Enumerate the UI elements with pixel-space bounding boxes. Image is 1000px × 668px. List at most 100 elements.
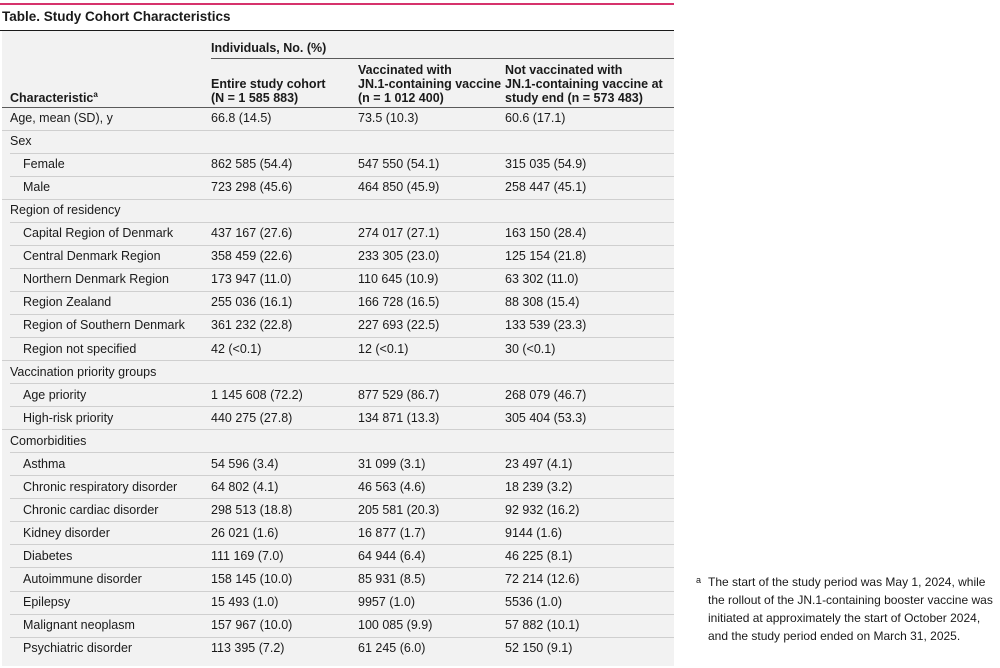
header-col2-line2: JN.1-containing vaccine bbox=[358, 77, 502, 91]
table-background bbox=[2, 31, 674, 666]
row-label: Region not specified bbox=[23, 341, 137, 356]
row-label: Autoimmune disorder bbox=[23, 572, 142, 586]
header-col2-line3: (n = 1 012 400) bbox=[358, 91, 444, 105]
cell-entire-cohort: 157 967 (10.0) bbox=[211, 618, 293, 633]
footnote: a The start of the study period was May … bbox=[696, 573, 996, 645]
row-label: Sex bbox=[10, 134, 32, 149]
row-label: Chronic cardiac disorder bbox=[23, 502, 159, 517]
cell-vaccinated: 31 099 (3.1) bbox=[358, 456, 426, 471]
cell-entire-cohort: 111 169 (7.0) bbox=[211, 548, 284, 563]
cell-vaccinated: 877 529 (86.7) bbox=[358, 387, 440, 402]
footnote-ref-mark: a bbox=[93, 90, 98, 99]
cell-vaccinated: 61 245 (6.0) bbox=[358, 641, 426, 656]
row-label: Female bbox=[23, 157, 65, 172]
cell-entire-cohort: 54 596 (3.4) bbox=[211, 456, 279, 471]
cell-not-vaccinated: 125 154 (21.8) bbox=[505, 249, 587, 264]
cell-not-vaccinated: 46 225 (8.1) bbox=[505, 548, 573, 563]
title-rule bbox=[0, 30, 674, 31]
cell-not-vaccinated: 60.6 (17.1) bbox=[505, 111, 566, 125]
cell-vaccinated: 233 305 (23.0) bbox=[358, 249, 440, 264]
row-label: Male bbox=[23, 180, 51, 195]
cell-entire-cohort: 1 145 608 (72.2) bbox=[211, 387, 303, 402]
cell-vaccinated: 464 850 (45.9) bbox=[358, 180, 440, 195]
accent-top-rule bbox=[0, 3, 674, 5]
cell-entire-cohort: 358 459 (22.6) bbox=[211, 249, 293, 264]
header-col1-line1: Entire study cohort bbox=[211, 77, 326, 91]
row-divider bbox=[10, 590, 674, 592]
row-divider bbox=[2, 129, 674, 131]
cell-vaccinated: 274 017 (27.1) bbox=[358, 226, 440, 241]
cell-not-vaccinated: 258 447 (45.1) bbox=[505, 180, 587, 195]
row-label: Region Zealand bbox=[23, 295, 112, 310]
row-label: Diabetes bbox=[23, 548, 73, 563]
cell-entire-cohort: 255 036 (16.1) bbox=[211, 295, 293, 310]
row-divider bbox=[10, 221, 674, 223]
row-label: Central Denmark Region bbox=[23, 249, 161, 264]
row-label: High-risk priority bbox=[23, 410, 114, 425]
header-characteristic-text: Characteristic bbox=[10, 91, 94, 105]
footnote-mark: a bbox=[696, 575, 702, 585]
row-divider bbox=[10, 175, 674, 177]
header-col2: Vaccinated with JN.1-containing vaccine … bbox=[358, 63, 501, 105]
row-label: Psychiatric disorder bbox=[23, 641, 133, 656]
row-label: Comorbidities bbox=[10, 433, 87, 448]
row-divider bbox=[10, 498, 674, 500]
cell-not-vaccinated: 23 497 (4.1) bbox=[505, 456, 573, 471]
cell-not-vaccinated: 133 539 (23.3) bbox=[505, 318, 587, 333]
cell-not-vaccinated: 57 882 (10.1) bbox=[505, 618, 580, 633]
cell-entire-cohort: 723 298 (45.6) bbox=[211, 180, 293, 195]
cell-not-vaccinated: 72 214 (12.6) bbox=[505, 572, 580, 586]
cell-entire-cohort: 158 145 (10.0) bbox=[211, 572, 293, 586]
row-divider bbox=[2, 360, 674, 362]
row-divider bbox=[10, 613, 674, 615]
row-label: Epilepsy bbox=[23, 595, 71, 610]
header-group-label: Individuals, No. (%) bbox=[211, 41, 327, 55]
row-divider bbox=[2, 198, 674, 200]
cell-entire-cohort: 26 021 (1.6) bbox=[211, 525, 279, 540]
cell-vaccinated: 9957 (1.0) bbox=[358, 595, 415, 610]
cell-not-vaccinated: 88 308 (15.4) bbox=[505, 295, 580, 310]
cell-entire-cohort: 298 513 (18.8) bbox=[211, 502, 293, 517]
row-divider bbox=[10, 313, 674, 315]
header-col3: Not vaccinated with JN.1-containing vacc… bbox=[505, 63, 663, 105]
cell-not-vaccinated: 18 239 (3.2) bbox=[505, 479, 573, 494]
row-label: Kidney disorder bbox=[23, 525, 110, 540]
row-label: Region of Southern Denmark bbox=[23, 318, 185, 333]
cell-entire-cohort: 862 585 (54.4) bbox=[211, 157, 293, 172]
cell-vaccinated: 64 944 (6.4) bbox=[358, 548, 426, 563]
row-label: Chronic respiratory disorder bbox=[23, 479, 178, 494]
row-divider bbox=[10, 406, 674, 408]
cell-not-vaccinated: 30 (<0.1) bbox=[505, 341, 556, 356]
row-divider bbox=[10, 636, 674, 638]
row-divider bbox=[2, 429, 674, 431]
header-group-rule bbox=[211, 58, 674, 59]
row-label: Capital Region of Denmark bbox=[23, 226, 174, 241]
cell-vaccinated: 110 645 (10.9) bbox=[358, 272, 439, 287]
row-divider bbox=[10, 383, 674, 385]
footnote-text: The start of the study period was May 1,… bbox=[708, 575, 993, 643]
row-divider bbox=[10, 336, 674, 338]
cell-vaccinated: 547 550 (54.1) bbox=[358, 157, 440, 172]
row-divider bbox=[10, 452, 674, 454]
header-col3-line1: Not vaccinated with bbox=[505, 63, 623, 77]
cell-not-vaccinated: 52 150 (9.1) bbox=[505, 641, 573, 656]
row-divider bbox=[10, 267, 674, 269]
cell-entire-cohort: 361 232 (22.8) bbox=[211, 318, 293, 333]
row-divider bbox=[10, 290, 674, 292]
row-label: Vaccination priority groups bbox=[10, 364, 157, 379]
row-divider bbox=[10, 567, 674, 569]
cell-entire-cohort: 437 167 (27.6) bbox=[211, 226, 293, 241]
header-col2-line1: Vaccinated with bbox=[358, 63, 452, 77]
cell-not-vaccinated: 268 079 (46.7) bbox=[505, 387, 587, 402]
cell-vaccinated: 166 728 (16.5) bbox=[358, 295, 440, 310]
row-label: Asthma bbox=[23, 456, 66, 471]
cell-not-vaccinated: 9144 (1.6) bbox=[505, 525, 562, 540]
cell-vaccinated: 85 931 (8.5) bbox=[358, 572, 426, 586]
cell-entire-cohort: 440 275 (27.8) bbox=[211, 410, 293, 425]
row-divider bbox=[10, 544, 674, 546]
cell-not-vaccinated: 163 150 (28.4) bbox=[505, 226, 587, 241]
row-label: Age, mean (SD), y bbox=[10, 111, 113, 125]
cell-entire-cohort: 66.8 (14.5) bbox=[211, 111, 272, 125]
table-title: Table. Study Cohort Characteristics bbox=[2, 9, 231, 24]
header-bottom-rule bbox=[2, 107, 674, 108]
